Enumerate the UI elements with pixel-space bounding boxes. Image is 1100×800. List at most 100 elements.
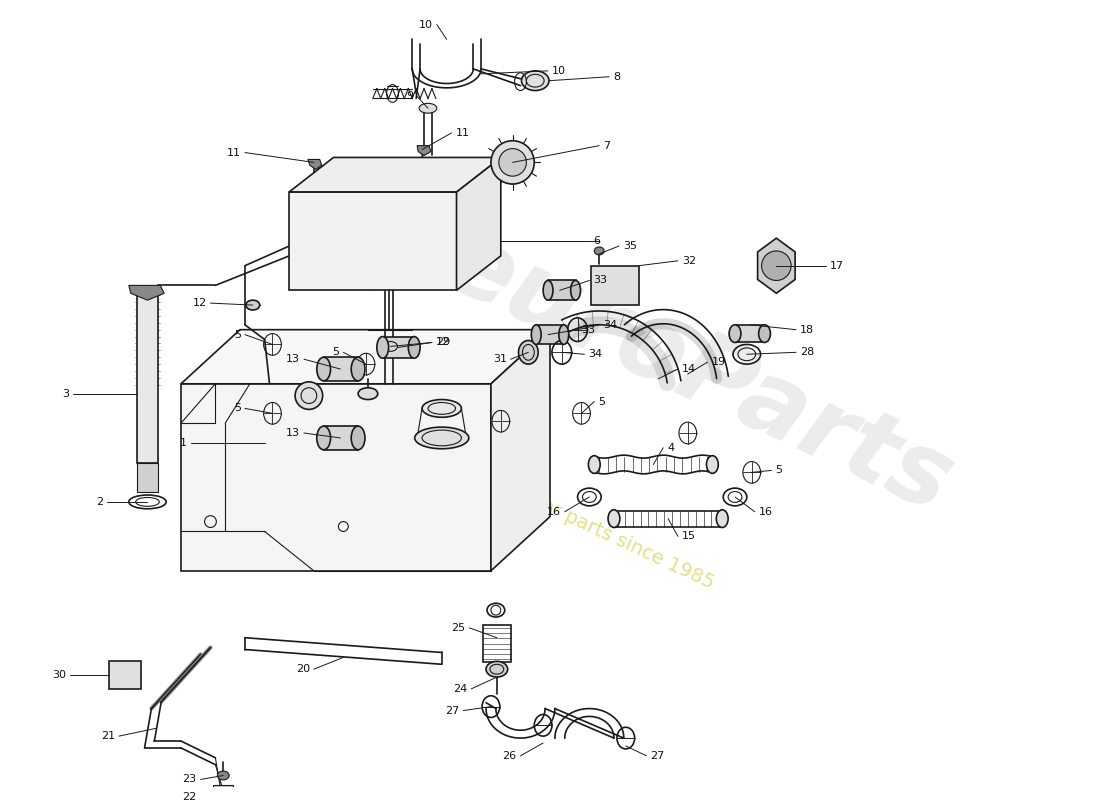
Text: 11: 11 — [227, 147, 241, 158]
Text: 17: 17 — [829, 261, 844, 270]
Ellipse shape — [408, 337, 420, 358]
Circle shape — [295, 382, 322, 410]
Text: 33: 33 — [582, 325, 595, 334]
Ellipse shape — [543, 281, 553, 300]
Ellipse shape — [317, 426, 330, 450]
Text: 23: 23 — [183, 774, 197, 785]
Polygon shape — [182, 330, 550, 384]
Text: 2: 2 — [96, 497, 103, 507]
Ellipse shape — [594, 247, 604, 255]
Text: 9: 9 — [406, 91, 414, 102]
Text: 12: 12 — [436, 338, 450, 347]
Ellipse shape — [521, 71, 549, 90]
Polygon shape — [182, 384, 491, 570]
Text: 14: 14 — [682, 364, 696, 374]
Bar — [483, 625, 510, 662]
Bar — [136, 295, 158, 462]
Bar — [548, 281, 575, 300]
Ellipse shape — [379, 338, 401, 354]
Ellipse shape — [415, 427, 469, 449]
Text: 34: 34 — [588, 350, 603, 359]
Text: 33: 33 — [593, 275, 607, 286]
Ellipse shape — [317, 358, 330, 381]
Bar — [383, 337, 415, 358]
Ellipse shape — [359, 388, 377, 399]
Ellipse shape — [486, 662, 508, 677]
Ellipse shape — [716, 510, 728, 527]
Bar — [592, 266, 639, 305]
Ellipse shape — [608, 510, 620, 527]
Ellipse shape — [246, 300, 260, 310]
Polygon shape — [417, 146, 431, 155]
Bar — [323, 426, 359, 450]
Text: 31: 31 — [493, 354, 507, 364]
Ellipse shape — [588, 456, 601, 474]
Text: 25: 25 — [451, 623, 465, 633]
Polygon shape — [289, 158, 500, 192]
Polygon shape — [129, 286, 164, 300]
Ellipse shape — [351, 426, 365, 450]
Ellipse shape — [422, 399, 461, 418]
Ellipse shape — [559, 325, 569, 345]
Text: 5: 5 — [598, 397, 605, 406]
Text: 1: 1 — [180, 438, 187, 448]
Ellipse shape — [377, 337, 388, 358]
Text: 5: 5 — [332, 347, 340, 358]
Polygon shape — [308, 159, 321, 170]
Polygon shape — [456, 158, 501, 290]
Text: 10: 10 — [552, 66, 567, 76]
Text: 19: 19 — [712, 357, 726, 367]
Bar — [323, 358, 359, 381]
Text: 13: 13 — [286, 354, 300, 364]
Text: 15: 15 — [682, 531, 696, 542]
Bar — [213, 786, 233, 795]
Text: 27: 27 — [446, 706, 460, 715]
Text: 5: 5 — [234, 330, 241, 340]
Text: 6: 6 — [593, 236, 601, 246]
Text: 22: 22 — [183, 792, 197, 800]
Ellipse shape — [531, 325, 541, 345]
Polygon shape — [491, 330, 550, 570]
Ellipse shape — [706, 456, 718, 474]
Text: 26: 26 — [503, 751, 517, 761]
Text: 27: 27 — [650, 751, 664, 761]
Bar — [109, 662, 141, 689]
Text: 5: 5 — [234, 403, 241, 414]
Ellipse shape — [729, 325, 741, 342]
Text: 21: 21 — [101, 731, 116, 741]
Text: 13: 13 — [286, 428, 300, 438]
Ellipse shape — [759, 325, 770, 342]
Text: 10: 10 — [419, 20, 433, 30]
Polygon shape — [758, 238, 795, 294]
Circle shape — [761, 251, 791, 281]
Text: 30: 30 — [52, 670, 66, 680]
Text: 5: 5 — [776, 466, 782, 475]
Text: 16: 16 — [759, 506, 772, 517]
Text: 34: 34 — [603, 320, 617, 330]
Text: 7: 7 — [603, 141, 611, 150]
Text: 16: 16 — [547, 506, 561, 517]
Bar — [536, 325, 564, 345]
Text: euroParts: euroParts — [429, 214, 967, 534]
Text: 3: 3 — [62, 389, 69, 398]
Circle shape — [498, 149, 527, 176]
Text: 18: 18 — [800, 325, 814, 334]
Text: 35: 35 — [623, 241, 637, 251]
Bar — [735, 325, 764, 342]
Bar — [136, 462, 158, 492]
Text: 12: 12 — [192, 298, 207, 308]
Ellipse shape — [518, 341, 538, 364]
Polygon shape — [289, 192, 456, 290]
Text: 4: 4 — [667, 442, 674, 453]
Text: 20: 20 — [296, 664, 310, 674]
Ellipse shape — [218, 771, 229, 780]
Text: 28: 28 — [800, 347, 814, 358]
Ellipse shape — [571, 281, 581, 300]
Ellipse shape — [351, 358, 365, 381]
Text: 32: 32 — [682, 256, 696, 266]
Circle shape — [491, 141, 535, 184]
Text: 8: 8 — [613, 72, 620, 82]
Text: 29: 29 — [436, 338, 450, 347]
Ellipse shape — [419, 103, 437, 113]
Text: 24: 24 — [453, 684, 468, 694]
